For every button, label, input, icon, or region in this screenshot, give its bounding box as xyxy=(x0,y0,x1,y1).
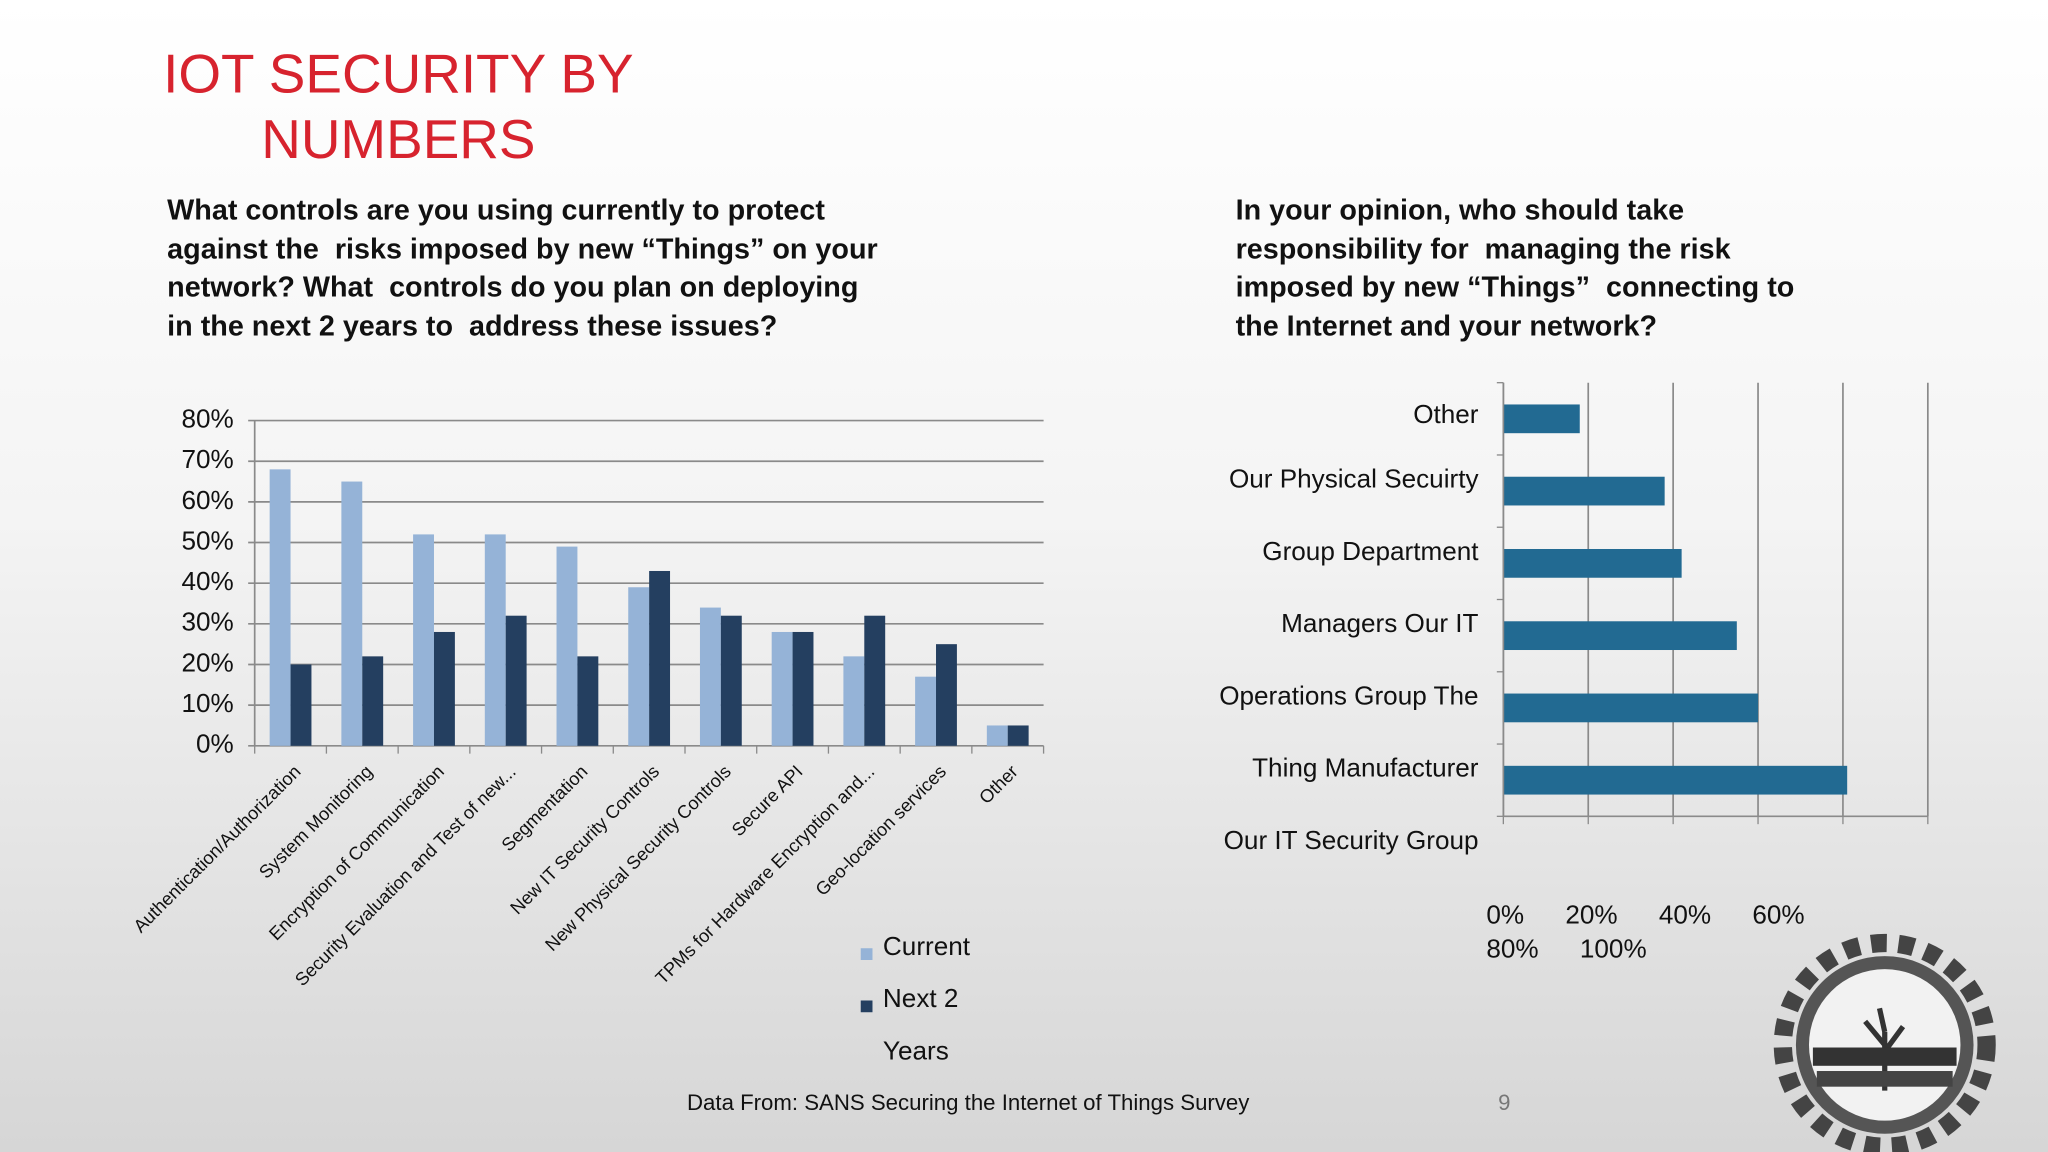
question-line: network? What controls do you plan on de… xyxy=(167,270,859,304)
bar xyxy=(1503,476,1665,506)
question-line: In your opinion, who should take xyxy=(1235,193,1685,226)
bar xyxy=(269,469,291,746)
y-tick-label: Our Physical Secuirty xyxy=(1229,464,1479,494)
legend-swatch xyxy=(860,1000,873,1013)
x-tick-labels: 0% 20% 40% 60% 80% 100% xyxy=(1486,899,1891,967)
bar xyxy=(649,570,671,746)
y-tick-label: 10% xyxy=(182,688,234,718)
y-tick-label: Thing Manufacturer xyxy=(1252,753,1479,783)
y-tick-label: Other xyxy=(1413,399,1479,429)
x-tick-label: 100% xyxy=(1579,935,1647,964)
legend-item: Current xyxy=(860,921,1001,973)
y-tick-label: 0% xyxy=(196,729,234,759)
bar xyxy=(771,631,793,746)
bar xyxy=(915,676,937,746)
bar xyxy=(1503,621,1737,651)
question-line: What controls are you using currently to… xyxy=(167,193,825,226)
bar xyxy=(843,656,865,746)
legend-item: Next 2 Years xyxy=(860,973,1001,1077)
title-line: IOT SECURITY BY xyxy=(163,43,634,105)
page-number: 9 xyxy=(1498,1090,1511,1116)
legend-swatch xyxy=(860,948,873,960)
y-tick-label: 80% xyxy=(182,403,234,433)
bar xyxy=(577,656,599,746)
bar xyxy=(505,615,527,746)
question-line: against the risks imposed by new “Things… xyxy=(167,231,878,265)
y-tick-label: 60% xyxy=(182,485,234,515)
y-tick-label: Our IT Security Group xyxy=(1224,825,1479,855)
question-line: responsibility for managing the risk xyxy=(1235,231,1731,265)
legend: Current Next 2 Years xyxy=(860,921,1001,1078)
y-tick-label: 40% xyxy=(182,566,234,596)
bar xyxy=(341,481,363,746)
bar xyxy=(362,656,384,746)
bar xyxy=(864,615,886,746)
bar xyxy=(936,644,957,746)
logo-band xyxy=(1816,1071,1953,1087)
x-tick-label: 0% xyxy=(1486,901,1525,930)
bar xyxy=(413,534,434,746)
slide-title: IOT SECURITY BY NUMBERS xyxy=(131,42,667,173)
bar xyxy=(986,725,1008,746)
y-tick-label: 50% xyxy=(182,525,234,555)
y-tick-label: 30% xyxy=(182,607,234,637)
question: In your opinion, who should take responsi… xyxy=(1236,191,1795,345)
bar xyxy=(699,607,721,746)
bar xyxy=(1503,693,1759,723)
bar xyxy=(720,615,742,746)
x-tick-label: 20% xyxy=(1565,901,1618,930)
bar xyxy=(1503,765,1848,795)
question-line: imposed by new “Things” connecting to xyxy=(1235,270,1795,304)
x-tick-label: 40% xyxy=(1658,901,1712,930)
question-line: the Internet and your network? xyxy=(1235,308,1658,342)
bar xyxy=(433,631,455,746)
logo xyxy=(1773,933,1996,1152)
footnote: Data From: SANS Securing the Internet of… xyxy=(687,1090,1250,1116)
y-tick-label: Operations Group The xyxy=(1219,680,1478,710)
title-line: NUMBERS xyxy=(261,108,536,170)
bar xyxy=(792,631,814,746)
bar xyxy=(484,534,506,746)
bar xyxy=(628,587,650,746)
y-tick-label: Group Department xyxy=(1262,536,1479,566)
x-tick-label: Geo-location services xyxy=(811,761,950,900)
bar xyxy=(1503,404,1580,434)
question: What controls are you using currently to… xyxy=(167,191,878,345)
x-tick-label: Other xyxy=(975,761,1022,808)
y-tick-label: 70% xyxy=(182,444,234,474)
logo-gear xyxy=(1773,933,1996,1152)
question-line: in the next 2 years to address these iss… xyxy=(167,308,778,342)
bar xyxy=(556,546,578,746)
y-tick-label: Managers Our IT xyxy=(1281,608,1478,638)
x-tick-label: 80% xyxy=(1486,935,1539,964)
bar xyxy=(1503,549,1682,578)
y-tick-label: 20% xyxy=(182,647,234,677)
bar xyxy=(1007,725,1029,746)
legend-label: Next 2 Years xyxy=(882,984,959,1066)
logo-band xyxy=(1812,1047,1957,1066)
x-tick-label: 60% xyxy=(1752,901,1805,930)
bar xyxy=(290,664,312,746)
legend-label: Current xyxy=(882,932,971,962)
